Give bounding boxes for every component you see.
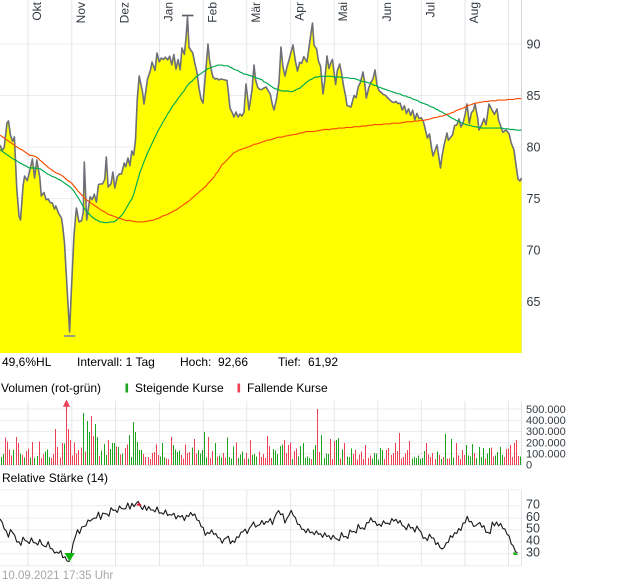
svg-text:49,6%HL: 49,6%HL — [2, 355, 52, 369]
svg-text:Nov: Nov — [74, 2, 88, 23]
svg-text:Mär: Mär — [249, 2, 263, 23]
svg-text:Intervall: 1 Tag: Intervall: 1 Tag — [77, 355, 155, 369]
svg-text:400.000: 400.000 — [526, 415, 566, 427]
svg-text:Volumen (rot-grün): Volumen (rot-grün) — [1, 381, 101, 395]
svg-text:80: 80 — [527, 141, 541, 155]
svg-text:Apr: Apr — [293, 2, 307, 21]
svg-text:30: 30 — [526, 545, 540, 559]
svg-text:Jun: Jun — [380, 2, 394, 21]
svg-text:Fallende Kurse: Fallende Kurse — [247, 381, 328, 395]
svg-text:Tief:: Tief: — [278, 355, 301, 369]
svg-text:500.000: 500.000 — [526, 404, 566, 416]
svg-text:70: 70 — [526, 498, 540, 512]
svg-text:Hoch:: Hoch: — [180, 355, 211, 369]
svg-text:Jul: Jul — [423, 2, 437, 17]
svg-text:70: 70 — [527, 244, 541, 258]
svg-text:200.000: 200.000 — [526, 437, 566, 449]
svg-text:Aug: Aug — [467, 2, 481, 23]
svg-text:85: 85 — [527, 89, 541, 103]
svg-text:Steigende Kurse: Steigende Kurse — [135, 381, 224, 395]
svg-text:Dez: Dez — [118, 2, 132, 23]
svg-text:Feb: Feb — [205, 2, 219, 23]
svg-text:100.000: 100.000 — [526, 449, 566, 461]
svg-text:61,92: 61,92 — [308, 355, 338, 369]
svg-text:Relative Stärke (14): Relative Stärke (14) — [2, 471, 108, 485]
svg-text:Okt: Okt — [30, 1, 44, 20]
svg-text:10.09.2021 17:35 Uhr: 10.09.2021 17:35 Uhr — [2, 570, 113, 582]
svg-text:0: 0 — [526, 459, 532, 471]
svg-text:40: 40 — [526, 534, 540, 548]
svg-text:92,66: 92,66 — [218, 355, 248, 369]
svg-text:90: 90 — [527, 38, 541, 52]
svg-text:300.000: 300.000 — [526, 426, 566, 438]
svg-text:60: 60 — [526, 510, 540, 524]
svg-text:Mai: Mai — [336, 2, 350, 21]
svg-text:50: 50 — [526, 522, 540, 536]
svg-text:75: 75 — [527, 192, 541, 206]
svg-text:65: 65 — [527, 295, 541, 309]
svg-text:Jan: Jan — [162, 2, 176, 21]
